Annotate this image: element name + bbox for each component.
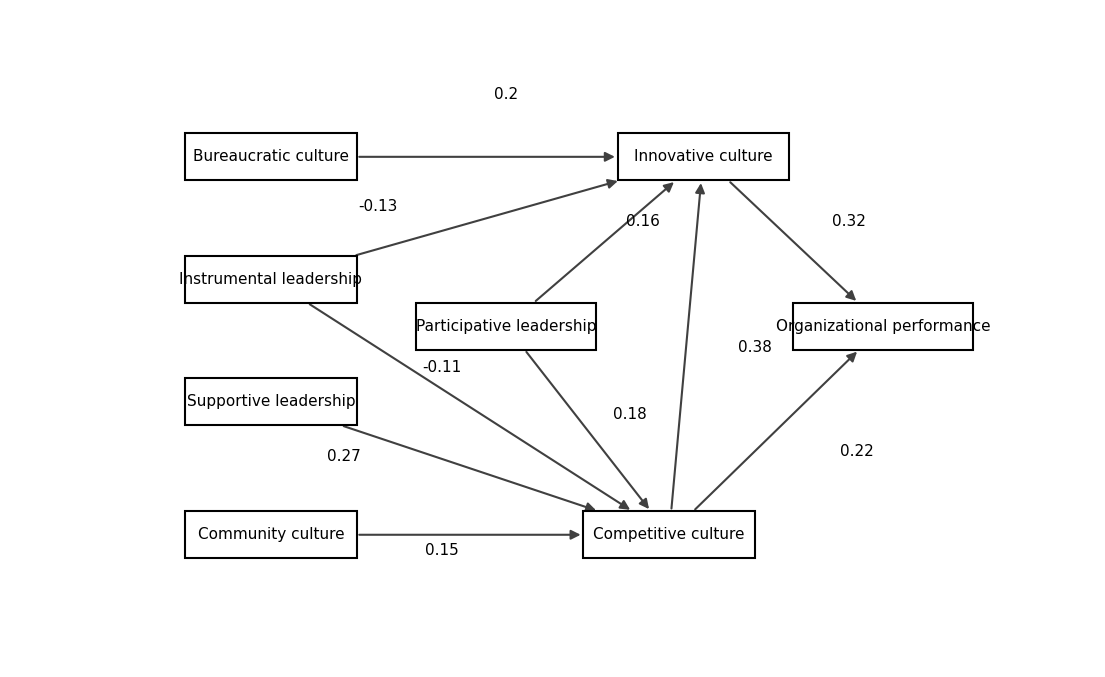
Text: 0.15: 0.15 xyxy=(425,543,459,559)
FancyBboxPatch shape xyxy=(186,511,357,559)
Text: 0.16: 0.16 xyxy=(627,215,660,230)
FancyBboxPatch shape xyxy=(583,511,755,559)
FancyBboxPatch shape xyxy=(186,133,357,180)
FancyBboxPatch shape xyxy=(793,303,974,350)
Text: Instrumental leadership: Instrumental leadership xyxy=(179,272,362,287)
FancyBboxPatch shape xyxy=(186,256,357,303)
Text: Competitive culture: Competitive culture xyxy=(593,527,745,542)
Text: 0.32: 0.32 xyxy=(832,215,865,230)
Text: 0.18: 0.18 xyxy=(613,408,648,422)
Text: 0.27: 0.27 xyxy=(327,449,360,464)
FancyBboxPatch shape xyxy=(618,133,789,180)
Text: 0.2: 0.2 xyxy=(494,87,518,102)
Text: Community culture: Community culture xyxy=(198,527,344,542)
Text: 0.38: 0.38 xyxy=(738,340,771,355)
Text: Bureaucratic culture: Bureaucratic culture xyxy=(193,150,349,165)
Text: Innovative culture: Innovative culture xyxy=(634,150,772,165)
Text: -0.11: -0.11 xyxy=(422,360,462,376)
FancyBboxPatch shape xyxy=(186,378,357,425)
Text: Supportive leadership: Supportive leadership xyxy=(187,394,355,410)
FancyBboxPatch shape xyxy=(417,303,597,350)
Text: Organizational performance: Organizational performance xyxy=(776,319,990,334)
Text: 0.22: 0.22 xyxy=(840,444,874,459)
Text: -0.13: -0.13 xyxy=(358,199,398,214)
Text: Participative leadership: Participative leadership xyxy=(417,319,597,334)
